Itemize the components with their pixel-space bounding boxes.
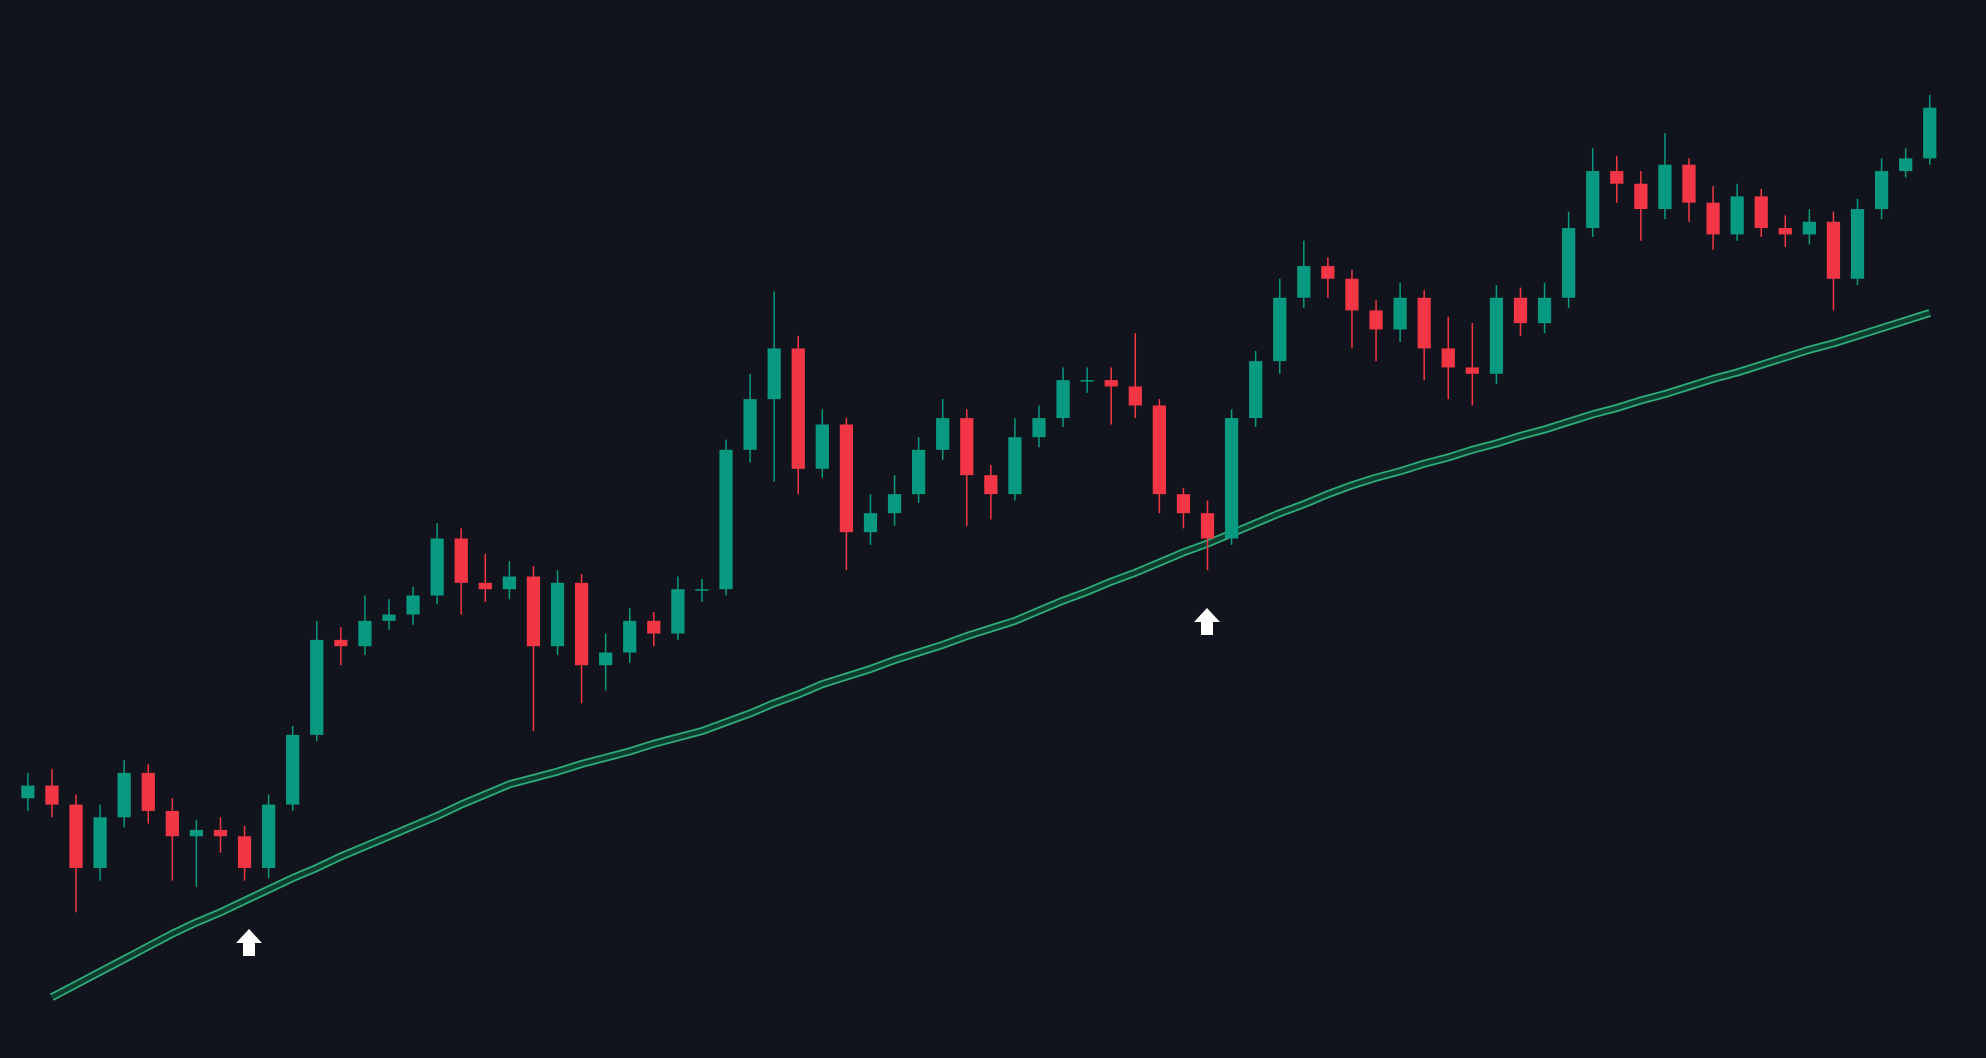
candle-body bbox=[1200, 513, 1215, 539]
candle-body bbox=[1513, 297, 1528, 324]
candle-body bbox=[261, 804, 276, 868]
candle-body bbox=[1104, 380, 1118, 387]
candle-body bbox=[286, 734, 300, 805]
candle-body bbox=[912, 449, 926, 495]
candle-body bbox=[165, 810, 179, 837]
candle-body bbox=[502, 576, 516, 590]
candle-body bbox=[1682, 164, 1696, 203]
candle-body bbox=[1032, 418, 1046, 438]
candle-body bbox=[936, 418, 950, 450]
candle-body bbox=[526, 576, 541, 647]
candle-body bbox=[1923, 107, 1937, 159]
candle-body bbox=[839, 424, 854, 533]
candle-body bbox=[623, 620, 637, 653]
candle-body bbox=[960, 418, 974, 476]
candle-body bbox=[887, 494, 902, 514]
candle-body bbox=[599, 652, 613, 666]
candle-body bbox=[550, 582, 565, 647]
plot-area bbox=[21, 95, 1937, 1001]
candle-body bbox=[647, 620, 661, 634]
candle-body bbox=[21, 785, 35, 799]
candle-body bbox=[1417, 297, 1431, 349]
candle-body bbox=[695, 589, 709, 591]
candle-body bbox=[1562, 228, 1576, 298]
candle-body bbox=[213, 829, 228, 837]
candle-body bbox=[454, 538, 468, 583]
candle-body bbox=[1128, 386, 1142, 406]
candle-body bbox=[1056, 380, 1070, 419]
candle-body bbox=[767, 348, 781, 400]
candle-body bbox=[1778, 228, 1792, 235]
candle-body bbox=[45, 785, 59, 805]
candle-body bbox=[1465, 367, 1479, 374]
candle-body bbox=[1008, 437, 1022, 495]
signal-arrows bbox=[236, 608, 1220, 956]
candle-body bbox=[1850, 209, 1865, 279]
candle-body bbox=[1489, 297, 1504, 374]
candle-body bbox=[1297, 266, 1311, 298]
candle-body bbox=[1249, 361, 1263, 419]
candle-body bbox=[478, 582, 492, 590]
candle-body bbox=[1658, 164, 1672, 210]
candle-body bbox=[1273, 297, 1287, 362]
candle-body bbox=[1730, 196, 1744, 235]
candle-body bbox=[815, 424, 829, 469]
candle-body bbox=[1899, 158, 1913, 172]
candle-body bbox=[1537, 297, 1552, 324]
candle-body bbox=[1080, 380, 1094, 382]
candle-body bbox=[1874, 171, 1889, 210]
candle-body bbox=[237, 836, 252, 868]
candle-body bbox=[141, 772, 155, 811]
candle-body bbox=[430, 538, 444, 596]
candle-body bbox=[743, 399, 757, 450]
candle-body bbox=[358, 620, 372, 647]
candle-body bbox=[382, 614, 396, 621]
signal-arrow bbox=[236, 929, 262, 956]
candle-body bbox=[334, 639, 348, 647]
signal-arrow bbox=[1194, 608, 1220, 635]
candle-body bbox=[1321, 266, 1335, 279]
candle-body bbox=[984, 475, 998, 495]
candle-body bbox=[1754, 196, 1768, 229]
candle-body bbox=[1706, 202, 1720, 235]
candle-body bbox=[1441, 348, 1455, 368]
candle-body bbox=[863, 513, 878, 533]
candle-body bbox=[671, 589, 685, 634]
candle-body bbox=[791, 348, 805, 469]
candle-body bbox=[310, 639, 324, 735]
candle-body bbox=[93, 817, 107, 868]
candle-body bbox=[719, 449, 733, 590]
candle-body bbox=[1826, 221, 1841, 279]
candle-body bbox=[69, 804, 83, 868]
candle-body bbox=[574, 582, 589, 666]
candle-body bbox=[1152, 405, 1166, 495]
candle-body bbox=[1176, 494, 1191, 514]
candle-body bbox=[117, 772, 131, 818]
candle-body bbox=[406, 595, 420, 615]
candle-body bbox=[189, 829, 204, 837]
candle-body bbox=[1586, 171, 1600, 229]
moving-average-band bbox=[50, 310, 1931, 1000]
candle-body bbox=[1345, 278, 1359, 311]
candle-body bbox=[1634, 183, 1648, 210]
candle-body bbox=[1802, 221, 1816, 235]
candle-body bbox=[1224, 418, 1239, 539]
candle-body bbox=[1610, 171, 1624, 184]
candle-body bbox=[1393, 297, 1407, 330]
candle-body bbox=[1369, 310, 1383, 330]
